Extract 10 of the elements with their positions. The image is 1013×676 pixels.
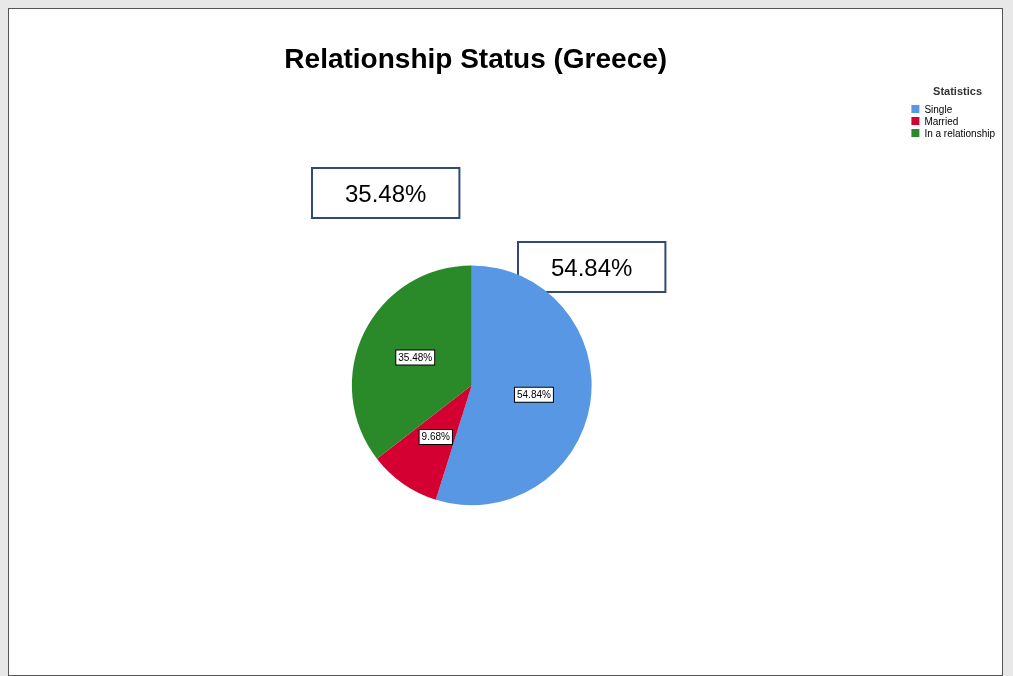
- legend-label: Married: [924, 115, 959, 127]
- data-label: 54.84%: [516, 389, 552, 401]
- text: 35.48%: [345, 179, 427, 207]
- legend-title: Statistics: [933, 84, 983, 97]
- legend-label: In a relationship: [924, 127, 996, 139]
- legend-label: Single: [924, 103, 953, 115]
- data-label: 35.48%: [398, 352, 433, 364]
- data-label: 9.68%: [421, 431, 451, 443]
- chart-title: Relationship Status (Greece): [284, 42, 668, 74]
- text: 54.84%: [551, 253, 633, 281]
